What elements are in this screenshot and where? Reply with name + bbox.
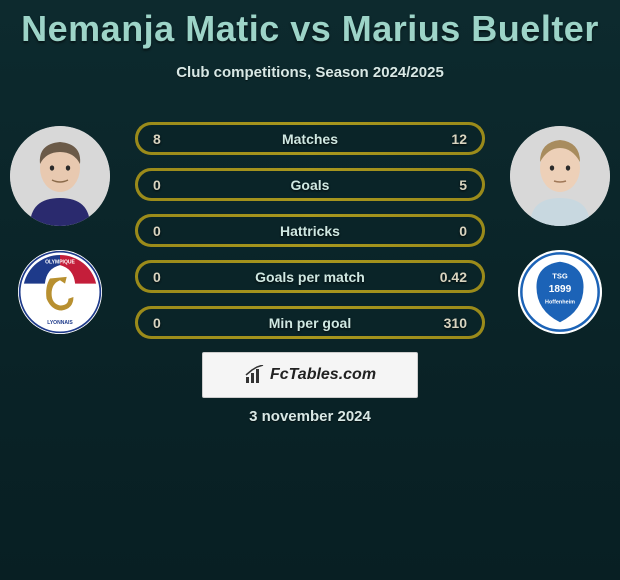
subtitle: Club competitions, Season 2024/2025 bbox=[0, 64, 620, 81]
stat-label: Goals bbox=[205, 177, 415, 193]
club-left-logo: OLYMPIQUE LYONNAIS bbox=[18, 250, 102, 334]
hoffenheim-logo-icon: TSG 1899 Hoffenheim bbox=[518, 250, 602, 334]
svg-text:OLYMPIQUE: OLYMPIQUE bbox=[45, 259, 75, 265]
stat-label: Hattricks bbox=[205, 223, 415, 239]
player-left-icon bbox=[10, 126, 110, 226]
svg-text:1899: 1899 bbox=[549, 284, 572, 295]
page-title: Nemanja Matic vs Marius Buelter bbox=[0, 0, 620, 50]
right-column: TSG 1899 Hoffenheim bbox=[510, 126, 610, 334]
left-column: OLYMPIQUE LYONNAIS bbox=[10, 126, 110, 334]
stat-left-value: 8 bbox=[135, 131, 205, 147]
lyon-logo-icon: OLYMPIQUE LYONNAIS bbox=[18, 250, 102, 334]
stat-row: 0 Goals 5 bbox=[135, 168, 485, 201]
player-left-avatar bbox=[10, 126, 110, 226]
stat-right-value: 0.42 bbox=[415, 269, 485, 285]
stat-left-value: 0 bbox=[135, 223, 205, 239]
stats-container: 8 Matches 12 0 Goals 5 0 Hattricks 0 0 G… bbox=[135, 122, 485, 339]
player-right-avatar bbox=[510, 126, 610, 226]
stat-label: Goals per match bbox=[205, 269, 415, 285]
svg-text:LYONNAIS: LYONNAIS bbox=[47, 320, 73, 326]
svg-text:Hoffenheim: Hoffenheim bbox=[545, 300, 575, 306]
stat-row: 0 Goals per match 0.42 bbox=[135, 260, 485, 293]
date-text: 3 november 2024 bbox=[0, 408, 620, 425]
site-logo: FcTables.com bbox=[202, 352, 418, 398]
site-logo-text: FcTables.com bbox=[270, 366, 376, 384]
stat-row: 8 Matches 12 bbox=[135, 122, 485, 155]
stat-label: Matches bbox=[205, 131, 415, 147]
stat-left-value: 0 bbox=[135, 269, 205, 285]
stat-right-value: 0 bbox=[415, 223, 485, 239]
stat-label: Min per goal bbox=[205, 315, 415, 331]
stat-right-value: 5 bbox=[415, 177, 485, 193]
stat-row: 0 Min per goal 310 bbox=[135, 306, 485, 339]
stat-right-value: 12 bbox=[415, 131, 485, 147]
chart-icon bbox=[244, 365, 266, 385]
stat-left-value: 0 bbox=[135, 177, 205, 193]
club-right-logo: TSG 1899 Hoffenheim bbox=[518, 250, 602, 334]
player-right-icon bbox=[510, 126, 610, 226]
stat-row: 0 Hattricks 0 bbox=[135, 214, 485, 247]
stat-left-value: 0 bbox=[135, 315, 205, 331]
stat-right-value: 310 bbox=[415, 315, 485, 331]
svg-text:TSG: TSG bbox=[552, 272, 568, 281]
